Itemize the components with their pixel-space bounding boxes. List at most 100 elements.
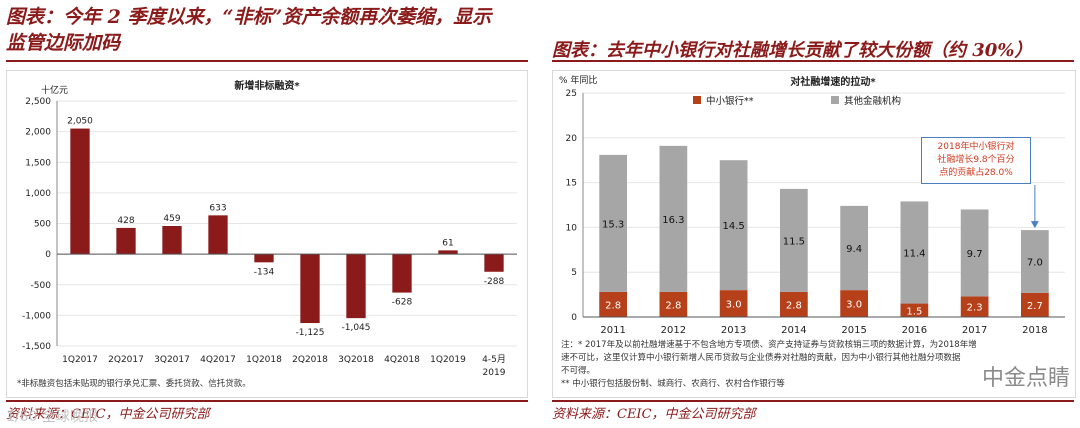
right-x-tick-label: 2013 [721, 325, 746, 336]
right-other-value-label: 11.5 [783, 236, 805, 247]
right-other-value-label: 14.5 [722, 221, 744, 232]
right-y-tick-label: 20 [566, 134, 578, 144]
left-panel: 图表：今年 2 季度以来，“非标”资产余额再次萎缩，显示 监管边际加码 新增非标… [0, 0, 534, 428]
left-x-tick-label: 3Q2017 [154, 355, 190, 365]
left-bar [70, 128, 90, 255]
right-small-banks-value-label: 2.8 [605, 300, 621, 311]
right-bar-other-institutions [840, 205, 868, 291]
right-small-banks-value-label: 2.7 [1027, 301, 1043, 312]
left-bar [484, 254, 504, 272]
left-bar [346, 254, 366, 319]
left-x-tick-label: 2Q2018 [292, 355, 328, 365]
left-y-tick-label: 0 [45, 250, 51, 260]
left-chart-title: 新增非标融资* [234, 79, 300, 92]
legend-swatch-other [831, 96, 839, 104]
callout-line-3: 点的贡献占28.0% [939, 168, 1013, 178]
right-y-tick-label: 10 [566, 223, 578, 233]
left-x-tick-label: 2Q2017 [108, 355, 144, 365]
callout-line-1: 2018年中小银行对 [937, 142, 1015, 152]
right-bar-small-banks [599, 291, 627, 317]
right-small-banks-value-label: 3.0 [846, 300, 862, 311]
callout-arrow-head [1030, 221, 1039, 229]
right-bar-small-banks [840, 290, 868, 317]
right-note-line-1: 注：* 2017年及以前社融增速基于不包含地方专项债、资产支持证券与贷款核销三项… [561, 340, 977, 350]
left-chart-box: 新增非标融资* 十亿元 2,050 428 459 633 -134 -1,125 -1,0… [6, 70, 528, 398]
left-y-tick-label: -1,500 [22, 342, 51, 352]
right-small-banks-value-label: 2.3 [967, 303, 983, 314]
left-source: 资料来源：CEIC，中金公司研究部 [6, 407, 210, 422]
left-y-tick-label: 1,500 [25, 158, 51, 168]
right-header-rule [552, 60, 1074, 62]
left-x-tick-label: 1Q2017 [62, 355, 98, 365]
right-x-tick-label: 2017 [962, 325, 987, 336]
left-x-tick-label: 1Q2018 [246, 355, 282, 365]
left-bar [162, 226, 182, 255]
right-bar-other-institutions [960, 209, 989, 297]
left-bar [438, 250, 458, 255]
left-y-tick-label: 2,000 [25, 128, 51, 138]
right-bar-small-banks [900, 303, 929, 317]
left-bar-value-label: -288 [484, 277, 505, 287]
right-y-tick-label: 25 [566, 89, 577, 99]
left-bar-value-label: 2,050 [67, 117, 93, 127]
left-header-rule [6, 60, 528, 62]
legend-label-other: 其他金融机构 [844, 95, 901, 107]
right-panel: 图表：去年中小银行对社融增长贡献了较大份额（约 30%） % 年同比 对社融增速… [546, 0, 1080, 428]
left-header-line1: 图表：今年 2 季度以来，“非标”资产余额再次萎缩，显示 [6, 6, 492, 28]
right-x-tick-label: 2016 [902, 325, 927, 336]
right-bar-other-institutions [780, 188, 808, 292]
callout-line-2: 社融增长9.8个百分 [937, 155, 1015, 165]
right-bar-small-banks [780, 291, 808, 317]
right-x-tick-label: 2014 [781, 325, 806, 336]
right-watermark: 中金点睛 [981, 366, 1070, 391]
right-chart-title: 对社融增速的拉动* [790, 75, 876, 88]
left-bar-value-label: -1,125 [295, 328, 324, 338]
right-other-value-label: 16.3 [662, 215, 684, 226]
right-y-tick-label: 5 [571, 268, 577, 278]
left-bar [254, 254, 274, 263]
right-other-value-label: 9.4 [846, 244, 862, 255]
left-y-tick-label: -1,000 [22, 311, 51, 321]
left-bar-value-label: -1,045 [341, 323, 370, 333]
left-x-tick-label: 3Q2018 [338, 355, 374, 365]
right-note-line-3: 不可得。 [561, 366, 596, 376]
right-source: 资料来源：CEIC，中金公司研究部 [552, 407, 756, 422]
right-bar-other-institutions [719, 160, 748, 291]
right-other-value-label: 11.4 [903, 248, 925, 259]
right-other-value-label: 15.3 [602, 219, 624, 230]
left-footer-rule [6, 400, 528, 402]
right-small-banks-value-label: 2.8 [786, 300, 802, 311]
left-x-tick-label: 4Q2018 [384, 355, 420, 365]
left-bar-value-label: -134 [254, 267, 275, 277]
right-footer-rule [552, 400, 1074, 402]
left-y-tick-label: 1,000 [25, 189, 51, 199]
left-bar-value-label: 61 [442, 238, 453, 248]
right-x-tick-label: 2018 [1022, 325, 1047, 336]
left-header-line2: 监管边际加码 [6, 32, 121, 54]
left-x-tick-label: 4Q2017 [200, 355, 236, 365]
right-bar-other-institutions [599, 154, 627, 292]
right-note-line-4: ** 中小银行包括股份制、城商行、农商行、农村合作银行等 [561, 379, 785, 389]
right-stacked-bar-chart: % 年同比 对社融增速的拉动* 2.8 15.3 2.8 16.3 3.0 14.5 2.8… [559, 74, 1065, 336]
right-bar-other-institutions [1021, 230, 1049, 293]
left-bar-value-label: 459 [163, 214, 180, 224]
left-x-tick-label: 4-5月 [482, 354, 506, 365]
callout-box: 2018年中小银行对 社融增长9.8个百分 点的贡献占28.0% [921, 137, 1031, 184]
left-bar-chart: 新增非标融资* 十亿元 2,050 428 459 633 -134 -1,125 -1,0… [22, 79, 517, 378]
right-other-value-label: 7.0 [1027, 257, 1043, 268]
left-bar-value-label: 633 [209, 203, 226, 213]
left-x-tick-sublabel: 2019 [483, 368, 506, 378]
left-x-tick-label: 1Q2019 [430, 355, 466, 365]
left-bar [392, 254, 412, 293]
right-y-unit-label: % 年同比 [559, 74, 597, 86]
left-bar-value-label: -628 [392, 298, 413, 308]
left-y-tick-label: 500 [34, 220, 51, 230]
right-bar-small-banks [960, 296, 989, 317]
right-bar-small-banks [719, 290, 748, 317]
legend-swatch-small-banks [693, 96, 701, 104]
left-y-unit-label: 十亿元 [41, 84, 68, 96]
right-y-tick-label: 15 [566, 179, 577, 189]
left-bar-value-label: 428 [117, 216, 134, 226]
left-watermark: 1/60 全球晚报 [6, 409, 98, 425]
right-notes: 注：* 2017年及以前社融增速基于不包含地方专项债、资产支持证券与贷款核销三项… [561, 339, 1071, 391]
